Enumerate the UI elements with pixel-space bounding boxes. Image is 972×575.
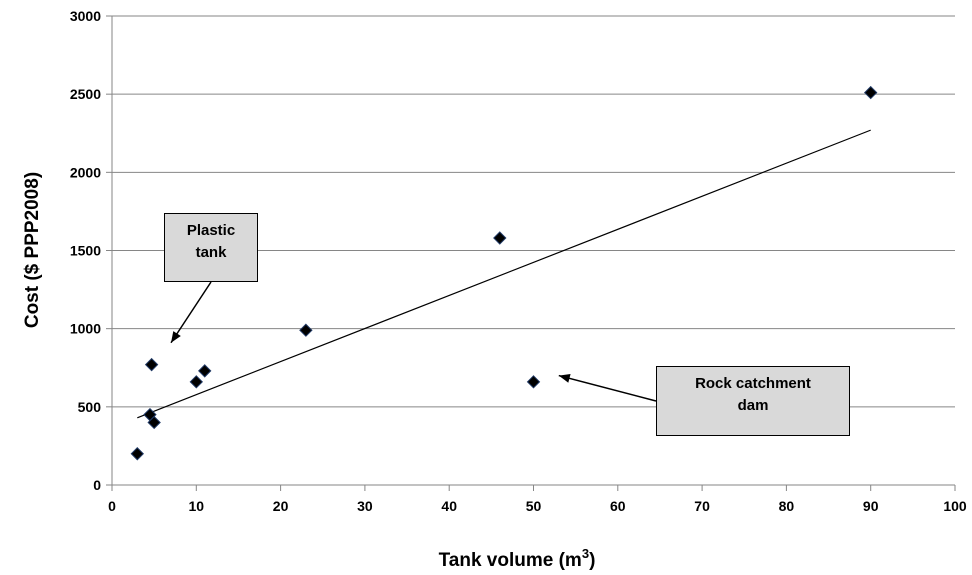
annotation-arrow-head-1: [171, 331, 181, 343]
x-tick-label-90: 90: [863, 498, 879, 514]
callout-rock-catchment-dam: Rock catchment dam: [656, 366, 850, 436]
trendline-group: [137, 129, 871, 419]
data-point-5: [189, 375, 204, 389]
data-point-1: [130, 447, 144, 461]
x-tick-label-10: 10: [189, 498, 205, 514]
x-axis-title: Tank volume (m3): [439, 546, 596, 571]
x-tick-label-80: 80: [779, 498, 795, 514]
x-tick-label-40: 40: [441, 498, 457, 514]
x-tick-label-60: 60: [610, 498, 626, 514]
data-point-10: [863, 85, 878, 100]
data-point-6: [198, 364, 212, 378]
y-axis-title: Cost ($ PPP2008): [22, 172, 43, 328]
callout-rock-dam-line-1: Rock catchment: [695, 375, 811, 392]
y-tick-labels: 0 500 1000 1500 2000 2500 3000: [70, 8, 101, 493]
y-tick-label-2000: 2000: [70, 164, 101, 180]
axes: [111, 16, 956, 491]
data-point-4: [144, 357, 159, 372]
data-point-3: [147, 415, 161, 430]
y-tick-label-3000: 3000: [70, 8, 101, 24]
y-tick-label-500: 500: [78, 399, 102, 415]
annotation-arrow-line-2: [558, 374, 657, 402]
x-tick-label-100: 100: [943, 498, 967, 514]
annotation-arrow-head-2: [558, 373, 571, 383]
annotation-arrows: [170, 281, 657, 402]
callout-rock-dam-line-2: dam: [737, 397, 769, 414]
x-tick-label-0: 0: [108, 498, 116, 514]
trendline: [137, 129, 871, 419]
data-point-7: [299, 323, 313, 337]
x-tick-label-50: 50: [526, 498, 542, 514]
data-point-8: [493, 231, 507, 245]
x-tick-labels: 0 10 20 30 40 50 60 70 80 90 100: [108, 498, 967, 514]
callout-plastic-tank: Plastic tank: [164, 213, 258, 282]
y-tick-label-0: 0: [93, 477, 101, 493]
x-tick-label-30: 30: [357, 498, 373, 514]
callout-plastic-tank-line-2: tank: [195, 244, 227, 261]
annotation-arrow-line-1: [170, 281, 212, 344]
callout-plastic-tank-line-1: Plastic: [186, 222, 236, 239]
y-tick-label-1500: 1500: [70, 243, 101, 259]
data-point-9: [526, 375, 541, 389]
x-tick-label-20: 20: [273, 498, 289, 514]
y-tick-label-1000: 1000: [70, 321, 101, 337]
data-points: [130, 85, 878, 461]
y-tick-label-2500: 2500: [70, 86, 101, 102]
x-tick-label-70: 70: [694, 498, 710, 514]
